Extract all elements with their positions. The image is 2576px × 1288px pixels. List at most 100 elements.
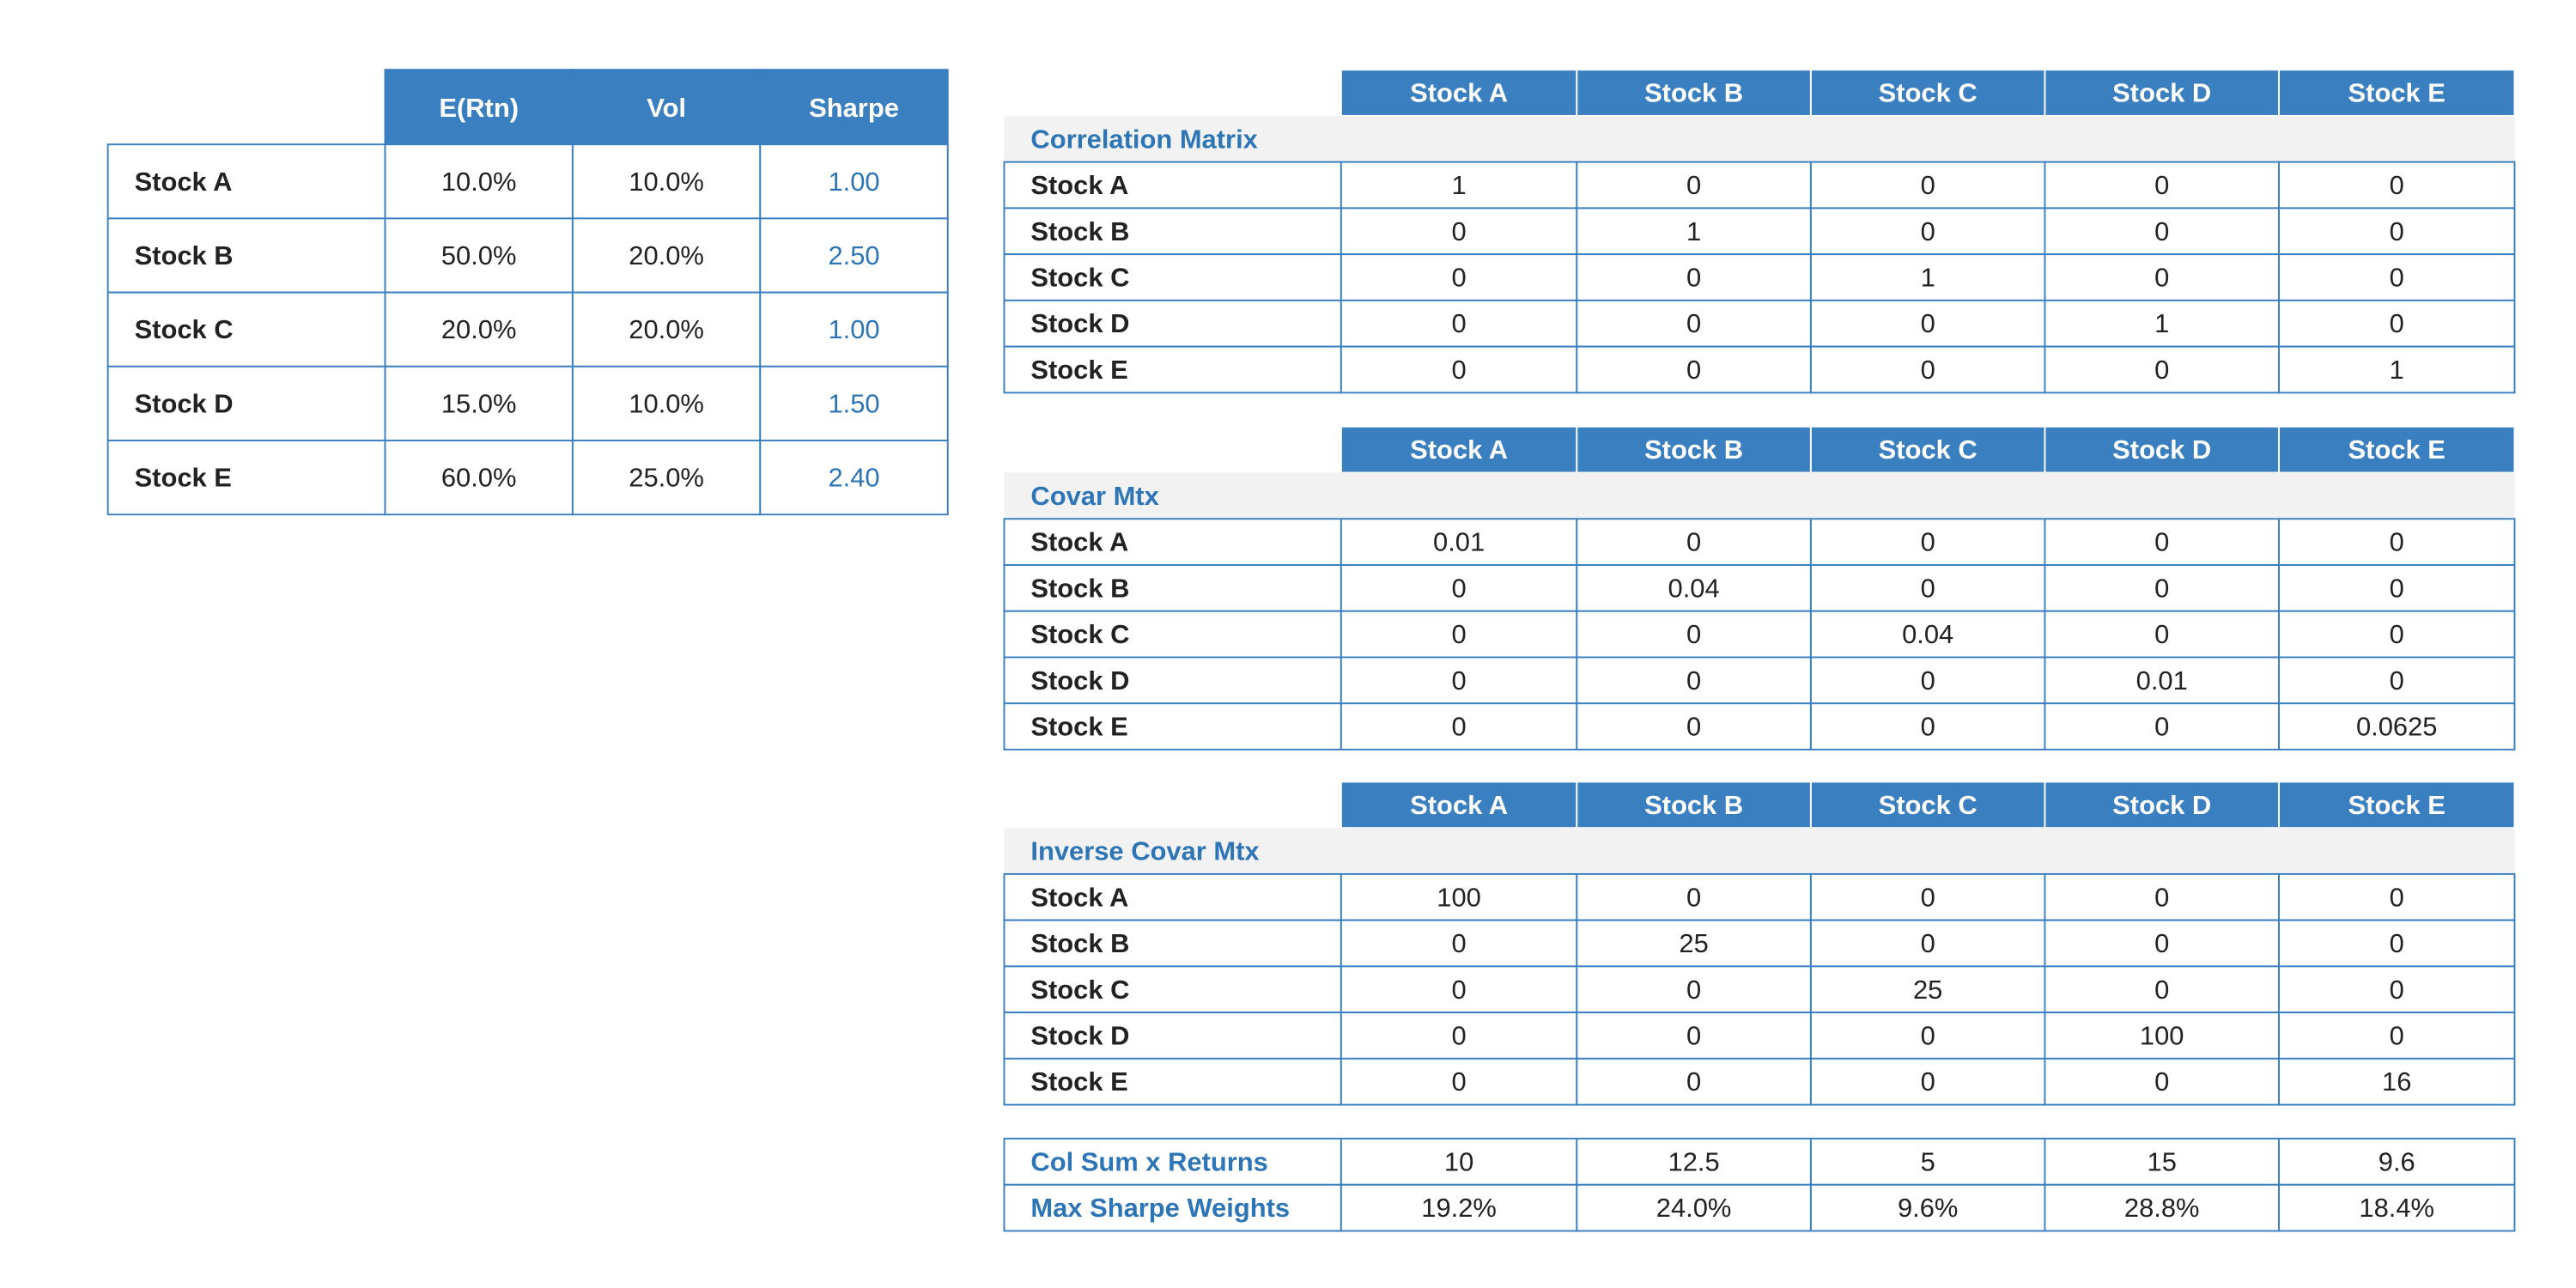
column-header: Stock A (1410, 790, 1508, 820)
cell (1809, 610, 2046, 659)
cell-value: 0 (2154, 170, 2169, 200)
cell (2278, 253, 2516, 301)
cell (1576, 564, 1812, 612)
cell (2044, 965, 2280, 1014)
column-header: Stock A (1410, 434, 1508, 465)
cell (2278, 1183, 2516, 1232)
header-cell (1809, 781, 2046, 829)
cell-value: 28.8% (2124, 1193, 2200, 1223)
row-label: Col Sum x Returns (1030, 1146, 1267, 1176)
row-label: Stock B (1030, 928, 1129, 958)
cell (1340, 965, 1578, 1014)
cell-value: 1.00 (828, 314, 879, 344)
header-cell (2278, 781, 2516, 829)
cell (1003, 518, 1342, 566)
cell-value: 0 (1686, 170, 1701, 200)
cell-value: 0 (1686, 882, 1701, 912)
cell-value: 25 (1679, 928, 1708, 958)
row-label: Stock A (135, 167, 233, 197)
row-label: Stock E (1030, 355, 1127, 385)
cell (1576, 965, 1812, 1014)
cell-value: 0 (2390, 308, 2404, 338)
header-cell (2278, 425, 2516, 474)
cell (1576, 161, 1812, 210)
cell (2278, 564, 2516, 612)
cell (2044, 656, 2280, 705)
cell-value: 0 (1451, 263, 1466, 293)
cell (571, 365, 762, 441)
cell (1340, 919, 1578, 968)
cell (1576, 1012, 1812, 1060)
row-label: Stock C (135, 314, 234, 344)
cell-value: 16 (2382, 1066, 2411, 1097)
cell-value: 20.0% (629, 314, 704, 344)
cell (2044, 1138, 2280, 1186)
cell-value: 0 (2154, 975, 2169, 1005)
cell-value: 2.40 (828, 463, 879, 493)
row-label: Stock D (1030, 665, 1129, 696)
cell (1340, 1012, 1578, 1060)
cell (1576, 299, 1812, 348)
cell (1003, 610, 1342, 659)
row-label: Stock C (1030, 619, 1129, 649)
cell-value: 0 (1921, 308, 1935, 338)
cell (2278, 1057, 2516, 1106)
cell-value: 0 (1921, 355, 1935, 385)
cell (106, 217, 386, 294)
row-label: Stock A (1030, 527, 1128, 557)
cell (1340, 345, 1578, 394)
cell-value: 0 (2390, 928, 2404, 958)
cell (384, 365, 574, 441)
cell (1809, 1057, 2046, 1106)
row-label: Stock E (1030, 712, 1127, 742)
column-header: Stock D (2112, 78, 2211, 108)
cell-value: 60.0% (441, 463, 517, 493)
title-band (1004, 828, 2515, 874)
cell (1340, 518, 1578, 566)
row-label: Stock D (135, 388, 234, 418)
cell-value: 0 (1686, 308, 1701, 338)
cell-value: 10.0% (629, 167, 704, 197)
cell-value: 0 (2154, 882, 2169, 912)
cell (1809, 564, 2046, 612)
cell (2044, 1012, 2280, 1060)
cell (1340, 161, 1578, 210)
cell-value: 0 (1451, 619, 1466, 649)
cell-value: 0.01 (1433, 527, 1485, 557)
cell-value: 1.50 (828, 388, 879, 418)
cell-value: 0 (1686, 1066, 1701, 1097)
cell (1809, 207, 2046, 256)
cell (1340, 299, 1578, 348)
cell (2278, 872, 2516, 921)
cell (2044, 253, 2280, 301)
cell (1003, 161, 1342, 210)
column-header: Sharpe (809, 93, 899, 123)
cell (2044, 345, 2280, 394)
cell (1003, 656, 1342, 705)
column-header: Stock C (1879, 434, 1978, 465)
cell-value: 15 (2148, 1146, 2177, 1176)
cell (2044, 207, 2280, 256)
cell (106, 365, 386, 441)
cell-value: 0 (1686, 712, 1701, 742)
cell-value: 20.0% (629, 240, 704, 270)
cell (1809, 253, 2046, 301)
cell-value: 0 (2154, 712, 2169, 742)
cell-value: 100 (2140, 1020, 2184, 1050)
cell (1809, 656, 2046, 705)
cell-value: 1 (1451, 170, 1466, 200)
column-header: Stock E (2348, 78, 2445, 108)
cell (759, 217, 949, 294)
row-label: Stock D (1030, 308, 1129, 338)
cell (759, 365, 949, 441)
matrix-title: Inverse Covar Mtx (1030, 836, 1259, 866)
cell-value: 0 (1686, 975, 1701, 1005)
cell (1576, 1138, 1812, 1186)
cell-value: 0.04 (1902, 619, 1953, 649)
row-label: Stock C (1030, 263, 1129, 293)
column-header: Stock B (1644, 434, 1743, 465)
cell (571, 217, 762, 294)
cell-value: 25 (1913, 975, 1942, 1005)
cell-value: 50.0% (441, 240, 517, 270)
